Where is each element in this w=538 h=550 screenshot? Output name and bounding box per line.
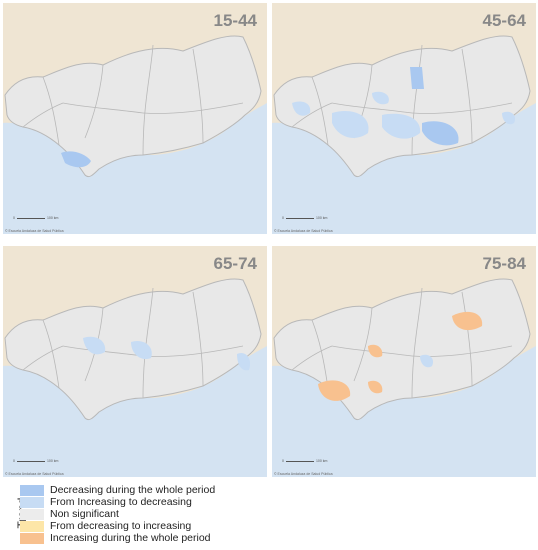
legend-swatch <box>20 484 44 496</box>
legend-item: Increasing during the whole period <box>20 532 215 544</box>
sea <box>272 103 536 234</box>
province-border <box>22 345 64 371</box>
trend-area <box>452 311 483 331</box>
legend-item: Decreasing during the whole period <box>20 484 215 496</box>
map-panel-45-64: 45-64 0 100 km © Escuela Andaluza de Salu… <box>272 3 536 234</box>
sea <box>3 346 267 477</box>
trend-area <box>368 344 383 358</box>
legend-swatch <box>20 532 44 544</box>
province-border <box>311 76 329 146</box>
province-border <box>192 48 204 144</box>
trend-area <box>292 101 311 116</box>
trend-area <box>368 380 383 394</box>
sea <box>272 346 536 477</box>
legend-item: From Increasing to decreasing <box>20 496 215 508</box>
trend-area <box>237 352 251 371</box>
map-45-64 <box>272 3 536 234</box>
province-border <box>411 287 423 399</box>
province-border <box>42 76 60 146</box>
legend-swatch <box>20 520 44 532</box>
province-border <box>311 319 329 389</box>
trend-area <box>61 151 91 168</box>
legend-label: Non significant <box>50 508 119 520</box>
province-border <box>142 287 154 399</box>
province-border <box>142 102 244 114</box>
province-border <box>142 345 244 357</box>
legend-swatch <box>20 508 44 520</box>
province-border <box>353 307 373 382</box>
legend-item: From decreasing to increasing <box>20 520 215 532</box>
map-panel-75-84: 75-84 0 100 km © Escuela Andaluza de Salu… <box>272 246 536 477</box>
credit-text: © Escuela Andaluza de Salud Pública <box>274 472 333 476</box>
trend-area <box>372 91 389 105</box>
province-border <box>331 345 413 357</box>
credit-text: © Escuela Andaluza de Salud Pública <box>5 229 64 233</box>
legend-label: From decreasing to increasing <box>50 520 192 532</box>
scale-bar: 0 100 km <box>13 459 59 463</box>
panel-label: 75-84 <box>482 254 526 273</box>
panel-label: 15-44 <box>213 11 257 30</box>
map-15-44 <box>3 3 267 234</box>
trend-area <box>502 111 516 125</box>
province-border <box>291 102 333 128</box>
trend-area <box>410 67 424 89</box>
province-border <box>42 319 60 389</box>
province-border <box>22 102 64 128</box>
credit-text: © Escuela Andaluza de Salud Pública <box>5 472 64 476</box>
map-65-74 <box>3 246 267 477</box>
map-panel-65-74: 65-74 0 100 km © Escuela Andaluza de Salu… <box>3 246 267 477</box>
scale-bar: 0 100 km <box>282 459 328 463</box>
trend-area <box>422 121 459 146</box>
trend-area <box>332 111 369 138</box>
legend: Trend Decreasing during the whole period… <box>6 484 266 546</box>
legend-item: Non significant <box>20 508 215 520</box>
province-border <box>62 102 144 114</box>
legend-swatch <box>20 496 44 508</box>
trend-area <box>83 336 106 355</box>
province-border <box>411 102 513 114</box>
province-border <box>461 291 473 387</box>
province-border <box>331 102 413 114</box>
region-andalusia <box>273 35 531 178</box>
trend-area <box>131 340 152 360</box>
credit-text: © Escuela Andaluza de Salud Pública <box>274 229 333 233</box>
province-border <box>291 345 333 371</box>
trend-area <box>382 113 421 139</box>
province-border <box>461 48 473 144</box>
legend-label: Increasing during the whole period <box>50 532 211 544</box>
province-border <box>411 44 423 156</box>
province-border <box>192 291 204 387</box>
map-75-84 <box>272 246 536 477</box>
sea <box>3 103 267 234</box>
panel-label: 45-64 <box>482 11 526 30</box>
legend-label: From Increasing to decreasing <box>50 496 192 508</box>
map-panel-15-44: 15-44 0 100 km © Escuela Andaluza de Salu… <box>3 3 267 234</box>
legend-items: Decreasing during the whole period From … <box>20 484 215 544</box>
scale-bar: 0 100 km <box>13 216 59 220</box>
region-andalusia <box>4 35 262 178</box>
legend-label: Decreasing during the whole period <box>50 484 216 496</box>
province-border <box>84 64 104 139</box>
trend-area <box>420 354 434 368</box>
province-border <box>142 44 154 156</box>
scale-bar: 0 100 km <box>282 216 328 220</box>
panel-label: 65-74 <box>213 254 257 273</box>
trend-area <box>318 380 351 401</box>
